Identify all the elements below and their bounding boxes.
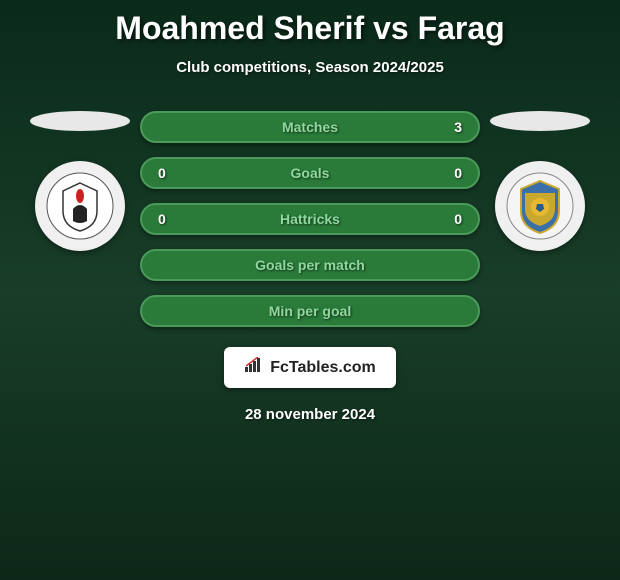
player-photo-placeholder-right	[490, 111, 590, 131]
stat-left-value: 0	[158, 165, 178, 181]
stat-label: Goals	[178, 165, 442, 181]
stat-label: Hattricks	[178, 211, 442, 227]
right-player-col	[480, 111, 600, 251]
stat-label: Goals per match	[178, 257, 442, 273]
chart-icon	[244, 357, 264, 378]
stat-left-value: 0	[158, 211, 178, 227]
crest-icon	[505, 171, 575, 241]
club-logo-left	[35, 161, 125, 251]
stats-area: Matches 3 0 Goals 0 0 Hattricks 0 Goals …	[0, 111, 620, 327]
player-photo-placeholder-left	[30, 111, 130, 131]
shield-icon	[45, 171, 115, 241]
stat-right-value: 0	[442, 211, 462, 227]
club-logo-right	[495, 161, 585, 251]
left-player-col	[20, 111, 140, 251]
comparison-card: Moahmed Sherif vs Farag Club competition…	[0, 0, 620, 423]
stats-column: Matches 3 0 Goals 0 0 Hattricks 0 Goals …	[140, 111, 480, 327]
stat-right-value: 0	[442, 165, 462, 181]
subtitle: Club competitions, Season 2024/2025	[176, 59, 444, 76]
date-text: 28 november 2024	[245, 406, 375, 423]
stat-row-goals: 0 Goals 0	[140, 157, 480, 189]
page-title: Moahmed Sherif vs Farag	[115, 10, 504, 47]
stat-row-matches: Matches 3	[140, 111, 480, 143]
stat-label: Min per goal	[178, 303, 442, 319]
stat-label: Matches	[178, 119, 442, 135]
branding-text: FcTables.com	[270, 359, 376, 377]
stat-row-min-per-goal: Min per goal	[140, 295, 480, 327]
branding-badge: FcTables.com	[224, 347, 396, 388]
stat-row-hattricks: 0 Hattricks 0	[140, 203, 480, 235]
stat-row-goals-per-match: Goals per match	[140, 249, 480, 281]
stat-right-value: 3	[442, 119, 462, 135]
